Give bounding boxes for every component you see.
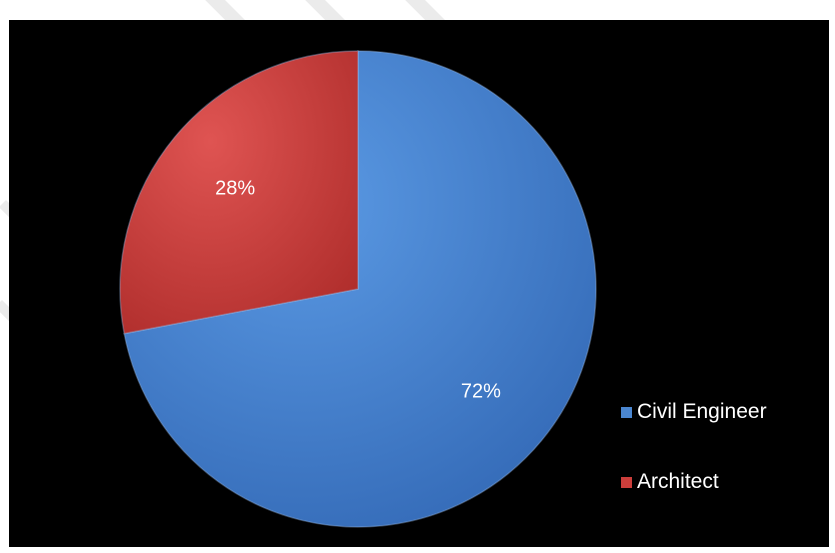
legend-item-civil-engineer: Civil Engineer: [621, 400, 767, 424]
data-label-civil-engineer: 72%: [461, 381, 501, 403]
pie-slice-civil-engineer: [123, 50, 597, 528]
pie-slice-architect: [119, 50, 359, 335]
pie-chart: 72% 28%: [119, 50, 597, 528]
legend: Civil Engineer Architect: [621, 400, 767, 540]
legend-swatch: [621, 476, 632, 488]
legend-swatch: [621, 406, 632, 418]
legend-label: Architect: [637, 470, 719, 493]
data-label-architect: 28%: [215, 177, 255, 199]
legend-label: Civil Engineer: [637, 400, 767, 423]
chart-area: 72% 28% Civil Engineer Architect: [9, 20, 829, 547]
legend-item-architect: Architect: [621, 470, 767, 494]
